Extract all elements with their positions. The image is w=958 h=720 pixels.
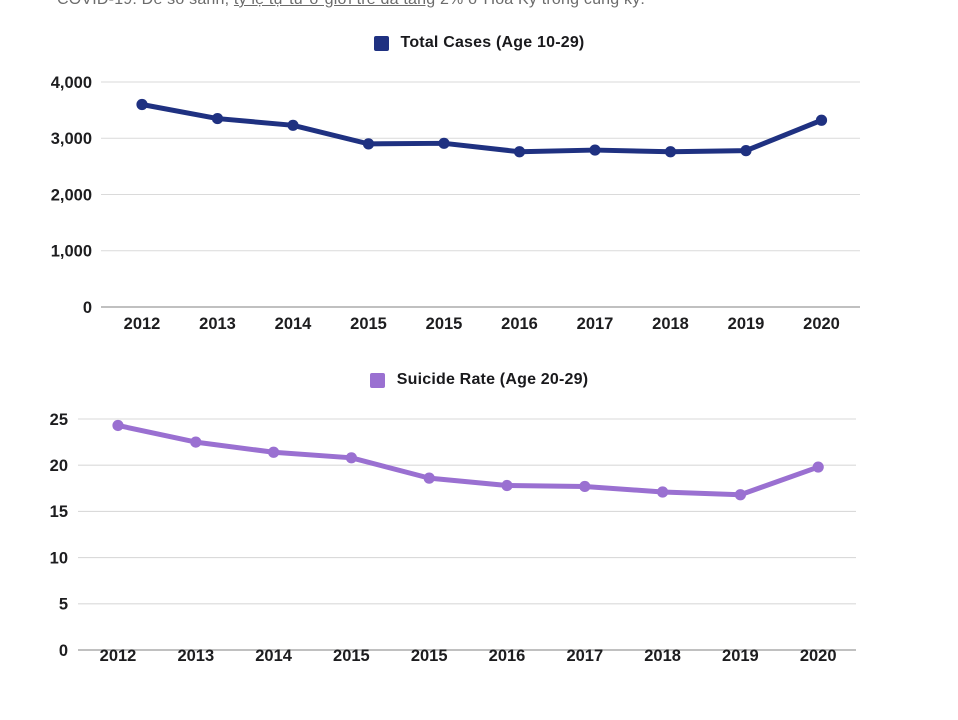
intro-link[interactable]: tỷ lệ tự tử ở giới trẻ đã tăng — [234, 0, 435, 8]
x-tick-label: 2012 — [124, 315, 161, 333]
x-tick-label: 2020 — [803, 315, 840, 333]
y-tick-label: 2,000 — [51, 186, 92, 204]
x-tick-label: 2018 — [652, 315, 689, 333]
series-line — [115, 422, 821, 498]
purple-square-icon — [369, 372, 385, 388]
x-tick-label: 2019 — [728, 315, 765, 333]
navy-square-icon — [373, 35, 389, 51]
data-point — [423, 472, 435, 484]
y-tick-label: 25 — [50, 411, 68, 429]
suicide-rate-line-chart: 0 5 10 15 20 25 2012 2013 2014 2015 2015 2016 2017 20… — [50, 411, 856, 665]
y-tick-label: 10 — [50, 549, 68, 567]
y-tick-label: 3,000 — [51, 130, 92, 148]
data-point — [734, 489, 747, 501]
x-tick-label: 2017 — [566, 647, 603, 665]
x-tick-label: 2015 — [426, 315, 463, 333]
legend-total-cases: Total Cases (Age 10-29) — [0, 34, 958, 52]
x-tick-label: 2020 — [800, 647, 837, 665]
x-tick-label: 2016 — [501, 315, 538, 333]
x-tick-label: 2013 — [177, 647, 214, 665]
x-tick-label: 2014 — [275, 315, 313, 333]
y-tick-label: 20 — [50, 457, 68, 475]
y-tick-label: 0 — [59, 642, 68, 660]
data-point — [362, 138, 375, 150]
y-tick-label: 4,000 — [51, 74, 92, 92]
data-point — [345, 452, 357, 464]
legend-suicide-rate: Suicide Rate (Age 20-29) — [0, 371, 958, 389]
y-tick-label: 5 — [59, 596, 68, 614]
y-tick-label: 0 — [83, 299, 92, 317]
total-cases-line-chart: 0 1,000 2,000 3,000 4,000 2012 2013 2014 2015 201… — [51, 74, 860, 333]
x-tick-label: 2016 — [489, 647, 526, 665]
data-point — [513, 146, 526, 158]
legend-label-total-cases: Total Cases (Age 10-29) — [400, 34, 585, 51]
data-point — [268, 446, 280, 458]
x-tick-label: 2015 — [350, 315, 387, 333]
x-tick-label: 2017 — [577, 315, 614, 333]
x-tick-label: 2019 — [722, 647, 759, 665]
data-point — [815, 114, 828, 126]
y-tick-label: 1,000 — [51, 243, 92, 261]
data-point — [664, 146, 677, 158]
intro-text: COVID-19. Để so sánh, tỷ lệ tự tử ở giới… — [57, 0, 645, 9]
x-tick-label: 2015 — [411, 647, 448, 665]
x-tick-label: 2013 — [199, 315, 236, 333]
y-tick-label: 15 — [50, 503, 68, 521]
data-point — [579, 480, 591, 493]
data-point — [740, 145, 752, 157]
series-line — [139, 102, 824, 155]
intro-prefix: COVID-19. Để so sánh, — [57, 0, 234, 8]
data-point — [438, 137, 450, 149]
data-point — [657, 486, 669, 498]
data-point — [211, 112, 224, 125]
data-point — [136, 98, 148, 111]
x-tick-label: 2015 — [333, 647, 370, 665]
legend-label-suicide-rate: Suicide Rate (Age 20-29) — [396, 371, 589, 388]
x-tick-label: 2018 — [644, 647, 681, 665]
x-tick-label: 2014 — [255, 647, 293, 665]
x-tick-label: 2012 — [100, 647, 137, 665]
data-point — [589, 144, 601, 156]
data-point — [501, 479, 513, 492]
intro-suffix: 2% ở Hoa Kỳ trong cùng kỳ. — [435, 0, 645, 8]
data-point — [812, 461, 824, 473]
data-point — [190, 436, 202, 448]
data-point — [112, 419, 124, 432]
data-point — [287, 119, 299, 131]
